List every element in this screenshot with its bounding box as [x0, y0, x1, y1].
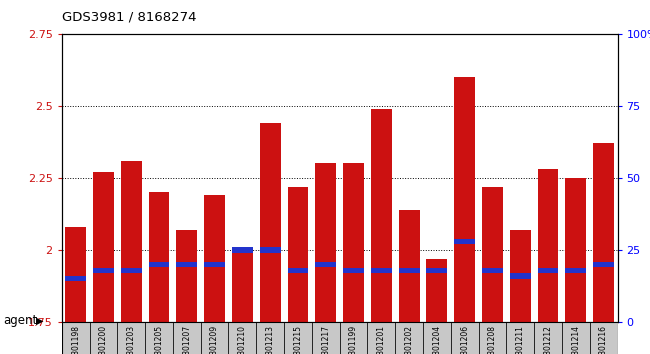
Bar: [367, 322, 395, 354]
Bar: [482, 187, 503, 322]
Text: GSM801198: GSM801198: [71, 325, 80, 354]
Bar: [284, 322, 312, 354]
Bar: [176, 262, 197, 267]
Bar: [538, 268, 558, 273]
Bar: [260, 247, 281, 253]
Bar: [510, 273, 530, 279]
Bar: [343, 268, 364, 273]
Bar: [232, 247, 253, 253]
Bar: [204, 195, 225, 322]
Text: GSM801216: GSM801216: [599, 325, 608, 354]
Bar: [93, 268, 114, 273]
Bar: [395, 322, 423, 354]
Bar: [256, 322, 284, 354]
Text: GSM801199: GSM801199: [349, 325, 358, 354]
Text: GSM801209: GSM801209: [210, 325, 219, 354]
Text: GSM801202: GSM801202: [404, 325, 413, 354]
Text: GSM801212: GSM801212: [543, 325, 552, 354]
Bar: [590, 322, 618, 354]
Bar: [426, 259, 447, 322]
Text: GSM801200: GSM801200: [99, 325, 108, 354]
Bar: [534, 322, 562, 354]
Text: GSM801201: GSM801201: [377, 325, 386, 354]
Bar: [149, 262, 170, 267]
Bar: [454, 77, 475, 322]
Text: GSM801205: GSM801205: [155, 325, 164, 354]
Text: GSM801206: GSM801206: [460, 325, 469, 354]
Text: GDS3981 / 8168274: GDS3981 / 8168274: [62, 11, 196, 24]
Bar: [65, 227, 86, 322]
Text: GSM801208: GSM801208: [488, 325, 497, 354]
Bar: [173, 322, 201, 354]
Bar: [287, 187, 308, 322]
Bar: [398, 210, 419, 322]
Bar: [260, 123, 281, 322]
Bar: [566, 178, 586, 322]
Bar: [510, 230, 530, 322]
Bar: [423, 322, 451, 354]
Text: GSM801203: GSM801203: [127, 325, 136, 354]
Bar: [229, 322, 256, 354]
Bar: [454, 239, 475, 244]
Bar: [398, 268, 419, 273]
Bar: [90, 322, 117, 354]
Bar: [121, 268, 142, 273]
Bar: [145, 322, 173, 354]
Bar: [93, 172, 114, 322]
Bar: [426, 268, 447, 273]
Bar: [506, 322, 534, 354]
Text: GSM801215: GSM801215: [293, 325, 302, 354]
Bar: [149, 192, 170, 322]
Bar: [371, 109, 392, 322]
Text: ▶: ▶: [36, 315, 44, 325]
Bar: [287, 268, 308, 273]
Bar: [562, 322, 590, 354]
Text: GSM801207: GSM801207: [182, 325, 191, 354]
Bar: [478, 322, 506, 354]
Bar: [538, 169, 558, 322]
Bar: [593, 143, 614, 322]
Text: GSM801210: GSM801210: [238, 325, 247, 354]
Text: agent: agent: [3, 314, 38, 327]
Bar: [315, 262, 336, 267]
Text: GSM801214: GSM801214: [571, 325, 580, 354]
Bar: [176, 230, 197, 322]
Bar: [339, 322, 367, 354]
Bar: [566, 268, 586, 273]
Bar: [201, 322, 229, 354]
Bar: [62, 322, 90, 354]
Bar: [204, 262, 225, 267]
Text: GSM801217: GSM801217: [321, 325, 330, 354]
Bar: [65, 276, 86, 281]
Bar: [371, 268, 392, 273]
Bar: [117, 322, 145, 354]
Bar: [451, 322, 478, 354]
Text: GSM801211: GSM801211: [515, 325, 525, 354]
Bar: [315, 164, 336, 322]
Bar: [482, 268, 503, 273]
Bar: [593, 262, 614, 267]
Bar: [232, 247, 253, 322]
Text: GSM801213: GSM801213: [266, 325, 275, 354]
Text: GSM801204: GSM801204: [432, 325, 441, 354]
Bar: [121, 161, 142, 322]
Bar: [312, 322, 340, 354]
Bar: [343, 164, 364, 322]
